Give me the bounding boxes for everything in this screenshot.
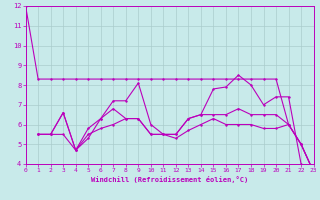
- X-axis label: Windchill (Refroidissement éolien,°C): Windchill (Refroidissement éolien,°C): [91, 176, 248, 183]
